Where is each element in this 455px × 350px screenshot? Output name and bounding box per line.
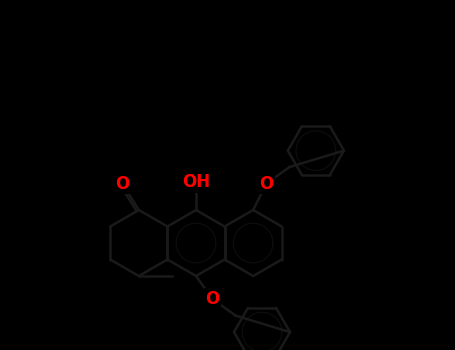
Text: O: O — [115, 175, 130, 193]
Text: OH: OH — [182, 173, 210, 191]
Text: O: O — [259, 175, 273, 193]
Text: O: O — [205, 290, 220, 308]
